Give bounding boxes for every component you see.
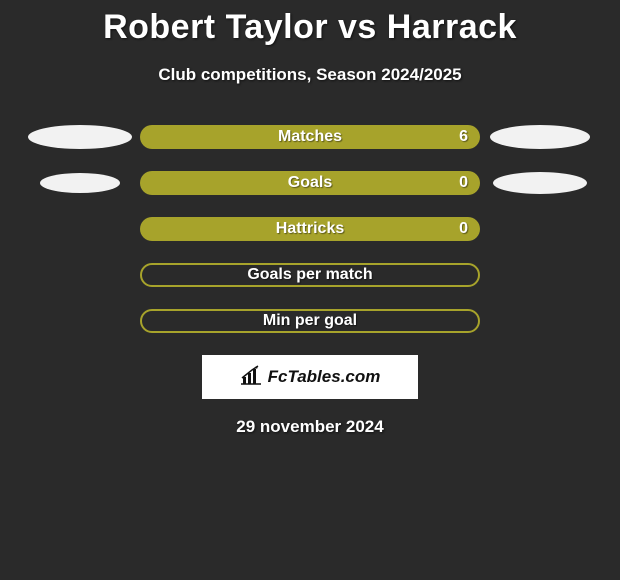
left-marker [20,173,140,193]
stat-label: Goals per match [247,266,372,284]
subtitle: Club competitions, Season 2024/2025 [0,65,620,85]
stat-label: Goals [288,174,332,192]
stat-bar: Matches 6 [140,125,480,149]
stat-row: Goals per match [0,263,620,287]
stat-value: 0 [459,174,468,192]
stat-row: Goals 0 [0,171,620,195]
stat-label: Min per goal [263,312,357,330]
left-marker [20,125,140,149]
right-marker [480,125,600,149]
stat-row: Min per goal [0,309,620,333]
brand-text: FcTables.com [268,367,381,387]
stat-row: Hattricks 0 [0,217,620,241]
stat-value: 0 [459,220,468,238]
ellipse-icon [493,172,587,194]
right-marker [480,172,600,194]
ellipse-icon [40,173,120,193]
comparison-rows: Matches 6 Goals 0 Hattricks 0 Goals per match M… [0,125,620,333]
stat-label: Hattricks [276,220,344,238]
stat-bar: Hattricks 0 [140,217,480,241]
stat-value: 6 [459,128,468,146]
brand-box: FcTables.com [202,355,418,399]
stat-row: Matches 6 [0,125,620,149]
ellipse-icon [490,125,590,149]
stat-bar: Goals 0 [140,171,480,195]
page-title: Robert Taylor vs Harrack [0,0,620,47]
date-label: 29 november 2024 [0,417,620,437]
barchart-icon [240,365,262,390]
stat-label: Matches [278,128,342,146]
stat-bar: Min per goal [140,309,480,333]
ellipse-icon [28,125,132,149]
stat-bar: Goals per match [140,263,480,287]
